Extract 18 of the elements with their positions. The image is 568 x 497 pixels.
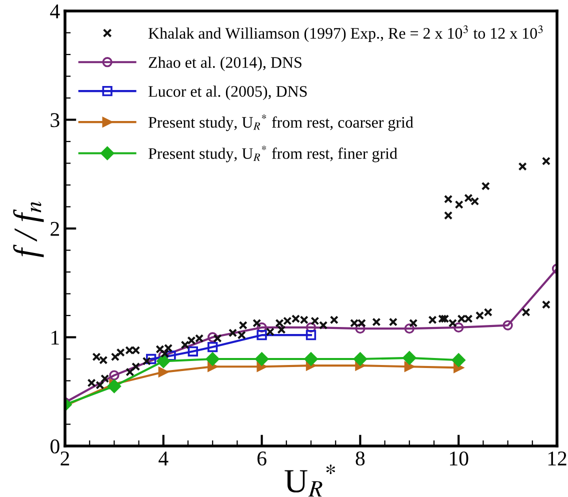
x-tick-label: 10 (450, 451, 468, 466)
x-tick-label: 2 (60, 452, 70, 466)
y-axis-title: f / f$_{n}$ (13, 202, 44, 258)
legend-label: Khalak and Williamson (1997) Exp., Re = 2 x 10$^{3}$ to 12 x 10$^{3}$ (148, 25, 543, 42)
x-tick-label: 6 (257, 452, 266, 466)
y-tick-label: 1 (52, 330, 59, 344)
x-tick-label: 12 (548, 452, 566, 466)
y-tick-label: 3 (50, 113, 60, 128)
x-axis-title: U$_{R}$$^{*}$ (284, 464, 335, 496)
legend-label: Zhao et al. (2014), DNS (148, 56, 302, 72)
x-tick-label: 4 (158, 452, 168, 466)
legend-label: Present study, U$_{R}$$^{*}$ from rest, finer grid (148, 146, 398, 162)
y-tick-label: 4 (50, 4, 60, 18)
legend-label: Lucor et al. (2005), DNS (148, 86, 307, 100)
y-tick-label: 0 (50, 439, 60, 454)
x-tick-label: 8 (356, 451, 365, 466)
legend-label: Present study, U$_{R}$$^{*}$ from rest, coarser grid (148, 114, 414, 132)
y-tick-label: 2 (50, 222, 59, 236)
